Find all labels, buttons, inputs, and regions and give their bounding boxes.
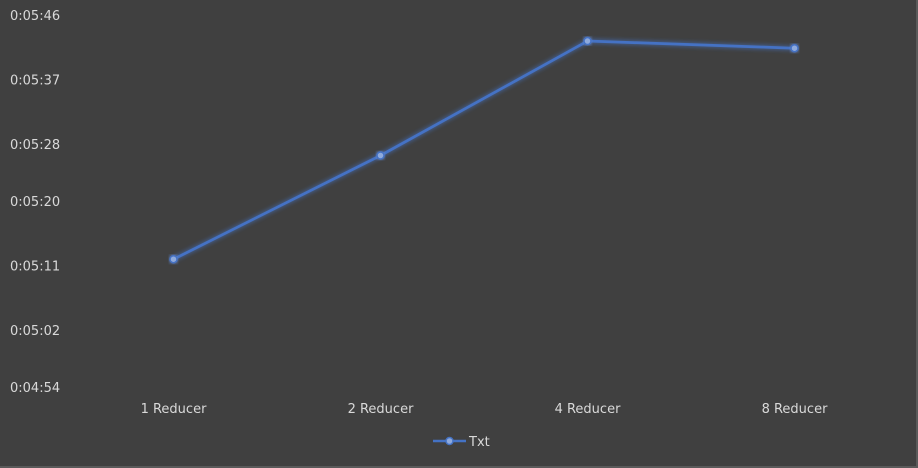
y-tick-label: 0:05:46 — [10, 9, 60, 24]
x-axis: 1 Reducer 2 Reducer 4 Reducer 8 Reducer — [141, 402, 828, 417]
x-tick-label: 1 Reducer — [141, 402, 207, 417]
x-tick-label: 8 Reducer — [762, 402, 828, 417]
x-tick-label: 2 Reducer — [348, 402, 414, 417]
series-line-txt — [172, 39, 796, 261]
y-axis: 0:05:46 0:05:37 0:05:28 0:05:20 0:05:11 0:05:… — [10, 9, 60, 396]
series-layer — [169, 36, 799, 264]
y-tick-label: 0:04:54 — [10, 381, 60, 396]
legend-label: Txt — [468, 435, 490, 450]
legend-marker — [445, 436, 454, 446]
y-tick-label: 0:05:02 — [10, 324, 60, 339]
legend: Txt — [433, 435, 490, 450]
y-tick-label: 0:05:37 — [10, 73, 60, 88]
data-point — [583, 36, 592, 46]
y-tick-label: 0:05:28 — [10, 138, 60, 153]
y-tick-label: 0:05:11 — [10, 259, 60, 274]
y-tick-label: 0:05:20 — [10, 195, 60, 210]
x-tick-label: 4 Reducer — [555, 402, 621, 417]
data-point — [790, 43, 799, 53]
data-point — [169, 254, 178, 264]
data-point — [376, 151, 385, 160]
